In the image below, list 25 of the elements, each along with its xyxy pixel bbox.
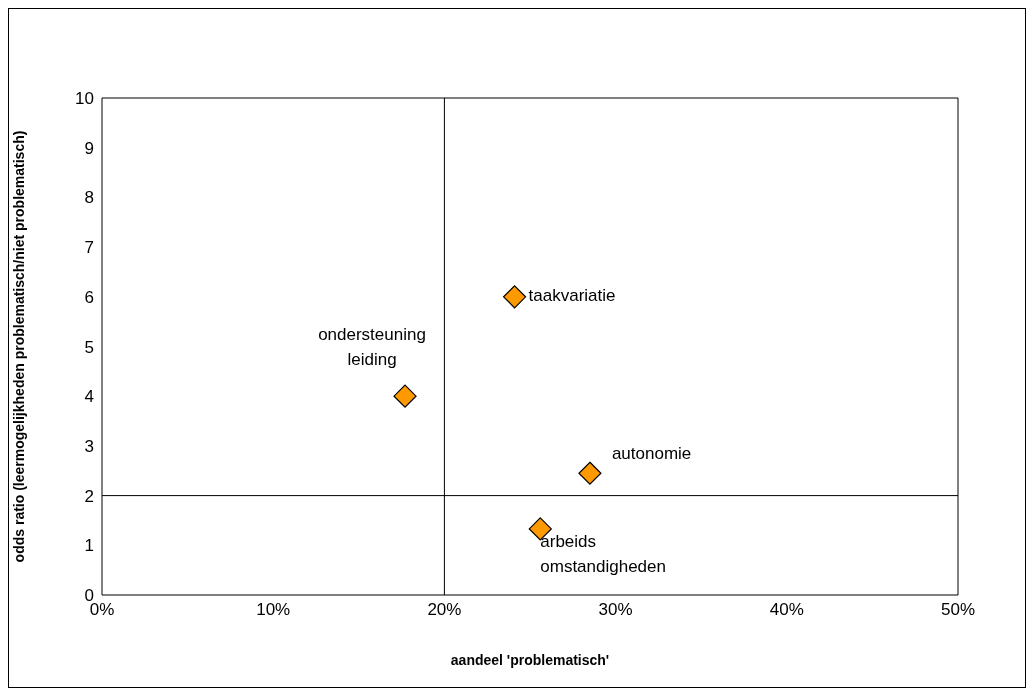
x-tick-label: 0% (89, 600, 115, 620)
y-tick-label: 6 (84, 287, 94, 307)
y-tick-label: 5 (84, 337, 94, 357)
y-tick-label: 2 (84, 486, 94, 506)
point (393, 384, 417, 408)
y-tick-label: 3 (84, 436, 94, 456)
annotation: taakvariatie (528, 286, 616, 306)
y-tick-label: 4 (84, 387, 94, 407)
y-tick-label: 8 (84, 188, 94, 208)
x-tick-label: 40% (769, 600, 804, 620)
y-tick-label: 9 (84, 138, 94, 158)
x-tick-label: 30% (598, 600, 633, 620)
point (502, 285, 527, 309)
annotation: autonomie (611, 444, 692, 464)
y-tick-label: 1 (84, 536, 94, 556)
annotation: ondersteuning leiding (318, 325, 426, 370)
annotation: arbeids omstandigheden (540, 532, 666, 577)
point (578, 461, 602, 485)
y-axis-title: odds ratio (leermogelijkheden problematisch/niet problematisch) (10, 130, 27, 563)
x-tick-label: 20% (427, 600, 462, 620)
x-axis-title: aandeel 'problematisch' (450, 652, 610, 668)
y-tick-label: 7 (84, 238, 94, 258)
x-tick-label: 10% (256, 600, 291, 620)
x-tick-label: 50% (940, 600, 976, 620)
y-tick-label: 10 (75, 89, 94, 109)
